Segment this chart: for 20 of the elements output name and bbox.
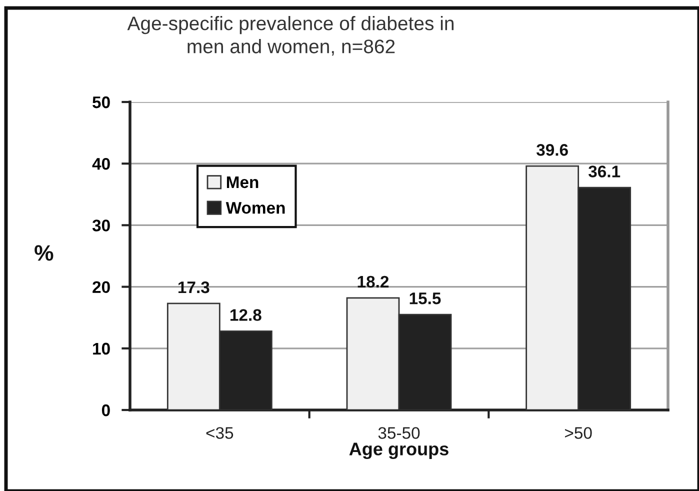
- data-label: 18.2: [358, 276, 389, 288]
- y-tick-label: 40: [92, 158, 110, 170]
- legend-label: Men: [226, 176, 258, 188]
- data-label: 39.6: [536, 144, 568, 156]
- x-axis-title: Age groups: [349, 442, 448, 460]
- data-label: 12.8: [230, 309, 262, 321]
- data-label: 17.3: [178, 281, 210, 294]
- data-label: 36.1: [588, 166, 620, 178]
- data-label: 15.5: [410, 292, 441, 304]
- y-tick-label: 20: [92, 281, 110, 294]
- y-axis-title: %: [34, 245, 54, 261]
- chart-title: Age-specific prevalence of diabetes in men and women, n=862: [127, 16, 454, 56]
- x-tick-label: >50: [565, 427, 592, 439]
- y-tick-label: 0: [102, 404, 110, 416]
- y-tick-label: 30: [92, 220, 110, 232]
- x-tick-label: <35: [206, 427, 234, 439]
- y-tick-label: 50: [92, 96, 110, 108]
- y-tick-label: 10: [93, 342, 110, 355]
- x-tick-label: 35-50: [378, 427, 420, 439]
- legend-label: Women: [226, 202, 285, 214]
